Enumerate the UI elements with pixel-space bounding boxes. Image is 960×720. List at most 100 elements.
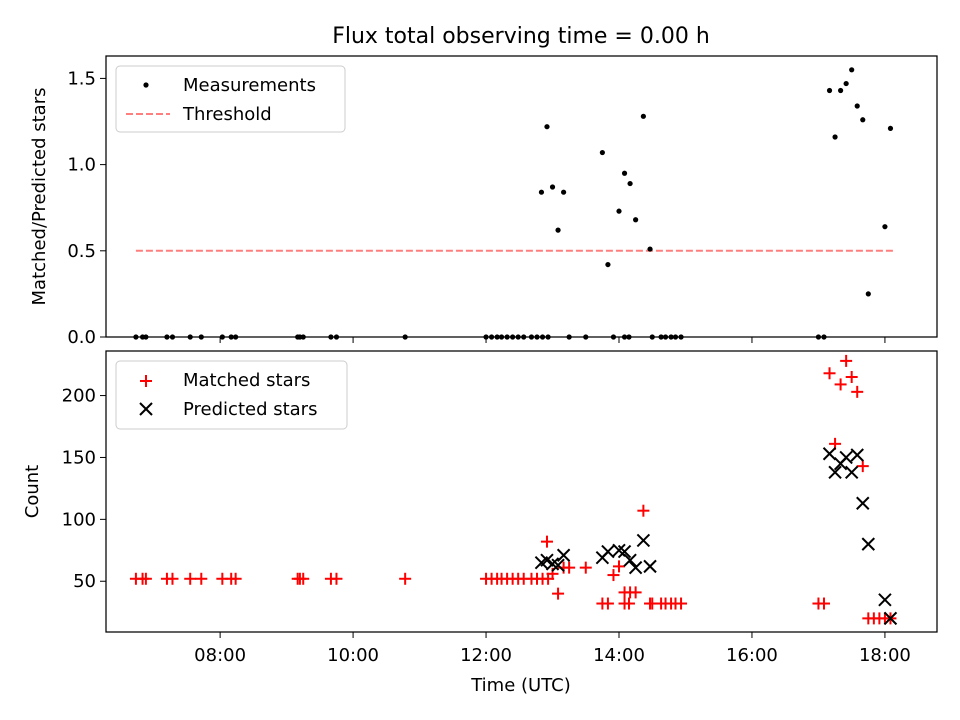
- matched-star-point: [856, 460, 869, 473]
- predicted-star-point: [556, 548, 571, 562]
- matched-star-point: [399, 572, 412, 585]
- x-tick-label: 10:00: [327, 645, 379, 666]
- measurement-point: [544, 124, 550, 130]
- bottom-y-tick-label: 50: [73, 571, 96, 592]
- measurement-point: [538, 189, 545, 195]
- matched-star-point: [330, 572, 343, 585]
- predicted-star-point: [636, 533, 651, 548]
- predicted-x-b: [612, 543, 626, 558]
- measurement-point: [838, 87, 844, 94]
- matched-star-point: [823, 367, 836, 380]
- legend-dot-marker: [143, 82, 149, 88]
- predicted-x-b: [878, 593, 892, 607]
- measurement-point: [627, 180, 633, 187]
- measurement-point: [599, 149, 605, 156]
- matched-star-point: [297, 572, 310, 585]
- top-x-ticks: [219, 337, 886, 343]
- predicted-star-point: [822, 447, 837, 461]
- legend-plus-marker: [140, 375, 152, 387]
- predicted-x-b: [828, 465, 842, 480]
- matched-star-point: [607, 569, 620, 582]
- matched-star-point: [851, 385, 864, 398]
- bottom-y-axis-label: Count: [22, 465, 43, 518]
- predicted-x-b: [839, 450, 853, 465]
- bottom-x-ticks: 08:00 10:00 12:00 14:00 16:00 18:00: [194, 632, 911, 666]
- measurement-point: [621, 170, 628, 176]
- matched-star-point: [613, 560, 626, 573]
- measurement-point: [647, 246, 653, 252]
- top-y-tick-label: 1.0: [67, 155, 96, 176]
- predicted-x-b: [636, 533, 651, 548]
- predicted-star-point: [856, 496, 870, 510]
- top-panel: 0.0 0.5 1.0 1.5 Matched/Predicted stars Mea…: [29, 55, 938, 348]
- predicted-x-b: [850, 448, 864, 462]
- legend-label-measurements: Measurements: [183, 75, 316, 96]
- predicted-x-b: [628, 560, 643, 575]
- matched-star-point: [845, 370, 858, 383]
- legend-label-matched: Matched stars: [183, 370, 310, 391]
- bottom-legend: Matched stars Predicted stars: [115, 360, 348, 430]
- x-tick-label: 14:00: [593, 645, 645, 666]
- top-y-axis-label: Matched/Predicted stars: [29, 88, 50, 306]
- predicted-x-b: [623, 553, 637, 567]
- legend-label-predicted: Predicted stars: [183, 399, 317, 420]
- measurement-point: [849, 67, 855, 73]
- predicted-star-point: [828, 465, 842, 480]
- predicted-star-point: [628, 560, 643, 575]
- matched-star-point: [834, 378, 847, 391]
- matched-star-point: [629, 586, 642, 599]
- predicted-x-b: [556, 548, 571, 562]
- measurement-point: [605, 261, 611, 268]
- x-tick-label: 08:00: [194, 645, 246, 666]
- top-y-tick-label: 0.0: [67, 327, 96, 348]
- bottom-y-tick-label: 150: [62, 447, 96, 468]
- top-y-tick-label: 1.5: [67, 68, 96, 89]
- predicted-x-b: [856, 496, 870, 510]
- predicted-star-point: [861, 537, 876, 551]
- top-legend-box: [115, 65, 346, 133]
- matched-star-point: [563, 561, 576, 574]
- matched-star-point: [675, 597, 688, 610]
- bottom-legend-box: [115, 360, 348, 430]
- matched-star-point: [139, 572, 152, 585]
- predicted-star-point: [643, 559, 657, 574]
- measurement-point: [854, 103, 860, 109]
- matched-star-point: [622, 597, 635, 610]
- matched-star-point: [817, 597, 830, 610]
- matched-star-point: [579, 561, 592, 574]
- predicted-star-point: [844, 465, 859, 480]
- matched-star-point: [840, 354, 853, 367]
- predicted-x-b: [883, 611, 898, 626]
- bottom-axes-frame: [105, 350, 938, 633]
- predicted-x-b: [540, 553, 554, 567]
- bottom-series-layer: [129, 354, 898, 626]
- matched-star-point: [601, 597, 614, 610]
- measurement-point: [640, 113, 646, 119]
- top-legend: Measurements Threshold: [115, 65, 346, 133]
- measurement-point: [865, 291, 871, 297]
- x-tick-label: 12:00: [460, 645, 512, 666]
- predicted-star-point: [839, 450, 853, 465]
- bottom-y-ticks: 50 100 150 200: [62, 386, 106, 592]
- top-axes-frame: [105, 55, 938, 338]
- legend-x-marker: [139, 402, 153, 416]
- matched-star-point: [166, 572, 179, 585]
- matched-star-point: [229, 572, 242, 585]
- bottom-y-tick-label: 100: [62, 509, 96, 530]
- x-tick-label: 16:00: [726, 645, 778, 666]
- matched-star-point: [195, 572, 208, 585]
- x-axis-label: Time (UTC): [470, 675, 571, 696]
- measurement-point: [555, 227, 561, 233]
- measurement-point: [860, 117, 866, 123]
- matched-star-point: [637, 504, 650, 517]
- predicted-x-b: [601, 544, 615, 559]
- measurement-point: [832, 134, 838, 140]
- legend-label-threshold: Threshold: [182, 104, 272, 125]
- matched-star-point: [184, 572, 197, 585]
- predicted-x-b: [617, 544, 632, 559]
- bottom-panel: 50 100 150 200 08:00 10:00 12:00 14:00 16:00 18:…: [22, 350, 938, 696]
- figure-title: Flux total observing time = 0.00 h: [332, 24, 710, 49]
- measurement-point: [549, 184, 556, 190]
- measurement-point: [826, 87, 833, 94]
